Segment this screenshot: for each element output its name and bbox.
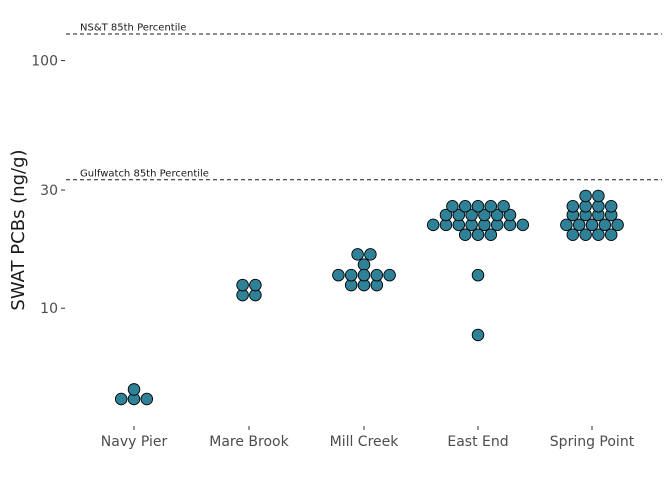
data-point xyxy=(344,268,358,282)
data-point xyxy=(383,268,396,282)
data-point xyxy=(503,208,517,222)
data-points xyxy=(114,189,624,406)
data-point xyxy=(497,200,510,213)
data-point xyxy=(471,268,485,282)
data-point xyxy=(604,200,618,213)
data-point xyxy=(452,208,466,222)
data-point xyxy=(592,200,605,213)
data-point xyxy=(127,383,141,396)
data-point xyxy=(471,200,485,213)
x-tick-label: East End xyxy=(447,434,508,450)
data-point xyxy=(370,268,384,282)
x-tick-label: Mare Brook xyxy=(209,434,289,450)
data-point xyxy=(357,258,371,271)
data-point xyxy=(236,278,249,292)
y-tick-label: 100 xyxy=(31,54,58,70)
data-point xyxy=(579,228,592,241)
data-point xyxy=(490,208,504,222)
data-point xyxy=(566,228,580,241)
y-tick-label: 10 xyxy=(40,301,58,317)
data-point xyxy=(585,218,599,232)
reference-line-label: NS&T 85th Percentile xyxy=(80,23,186,34)
data-point xyxy=(592,228,605,241)
reference-line-label: Gulfwatch 85th Percentile xyxy=(80,168,209,179)
x-axis: Navy Pier Mare Brook Mill Creek East End Spr… xyxy=(101,426,635,450)
data-point xyxy=(114,392,128,406)
y-axis: 10 30 100 xyxy=(31,54,65,317)
data-point xyxy=(426,218,440,232)
data-point xyxy=(566,200,580,213)
data-point xyxy=(364,248,377,261)
x-tick-label: Navy Pier xyxy=(101,434,168,450)
data-point xyxy=(516,218,530,232)
data-point xyxy=(572,218,586,232)
data-point xyxy=(249,278,262,292)
data-point xyxy=(446,200,459,213)
x-tick-label: Spring Point xyxy=(550,434,635,450)
data-point xyxy=(484,228,498,241)
data-point xyxy=(439,208,453,222)
y-axis-title: SWAT PCBs (ng/g) xyxy=(8,149,29,310)
data-point xyxy=(579,200,592,213)
reference-lines: NS&T 85th Percentile Gulfwatch 85th Perce… xyxy=(66,23,662,181)
data-point xyxy=(611,218,624,232)
data-point xyxy=(478,208,491,222)
data-point xyxy=(471,228,485,241)
data-point xyxy=(458,228,472,241)
data-point xyxy=(357,268,371,282)
data-point xyxy=(579,189,592,203)
data-point xyxy=(598,218,612,232)
data-point xyxy=(471,328,485,342)
data-point xyxy=(560,218,573,232)
data-point xyxy=(458,200,472,213)
data-point xyxy=(484,200,498,213)
data-point xyxy=(604,228,618,241)
data-point xyxy=(351,248,364,261)
data-point xyxy=(592,189,605,203)
x-tick-label: Mill Creek xyxy=(330,434,400,450)
data-point xyxy=(332,268,345,282)
y-tick-label: 30 xyxy=(40,183,58,199)
data-point xyxy=(465,208,478,222)
data-point xyxy=(140,392,154,406)
